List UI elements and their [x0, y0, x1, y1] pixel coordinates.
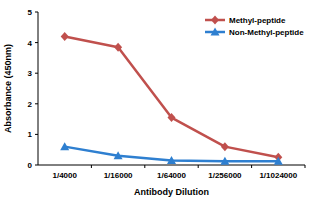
legend-marker [211, 16, 219, 25]
y-tick [35, 165, 38, 166]
y-tick-label: 0 [28, 161, 33, 170]
x-tick-label: 1/16000 [104, 171, 133, 180]
x-tick [91, 165, 92, 168]
legend-label: Non-Methyl-peptide [229, 28, 304, 37]
y-tick [35, 103, 38, 104]
y-tick [35, 12, 38, 13]
legend-marker [211, 28, 220, 36]
x-tick-label: 1/256000 [208, 171, 242, 180]
x-axis-label: Antibody Dilution [134, 187, 209, 197]
x-tick [251, 165, 252, 168]
y-tick [35, 134, 38, 135]
x-tick-label: 1/64000 [157, 171, 186, 180]
point [220, 157, 229, 165]
y-tick [35, 73, 38, 74]
y-axis [38, 12, 39, 165]
x-tick-label: 1/4000 [52, 171, 77, 180]
x-tick [198, 165, 199, 168]
chart: 0 1 2 3 4 5 1/4000 1/16000 1/64000 1/256000 1/1024… [0, 0, 313, 200]
point [114, 43, 122, 52]
x-tick-label: 1/1024000 [259, 171, 297, 180]
point [168, 113, 176, 122]
series-line [65, 36, 279, 157]
plot-area [60, 32, 283, 165]
point [221, 142, 229, 151]
y-tick-label: 5 [28, 8, 33, 17]
legend-label: Methyl-peptide [229, 16, 286, 25]
point [274, 157, 283, 165]
y-axis-label: Absorbance (450nm) [3, 44, 13, 133]
y-tick-label: 2 [28, 100, 33, 109]
point [167, 156, 176, 164]
x-tick [144, 165, 145, 168]
y-tick [35, 42, 38, 43]
x-tick [305, 165, 306, 168]
point [61, 32, 69, 41]
point [60, 142, 69, 150]
y-tick-label: 4 [28, 39, 33, 48]
y-tick-label: 1 [28, 130, 33, 139]
y-tick-label: 3 [28, 69, 33, 78]
x-axis [38, 165, 305, 166]
point [114, 151, 123, 159]
